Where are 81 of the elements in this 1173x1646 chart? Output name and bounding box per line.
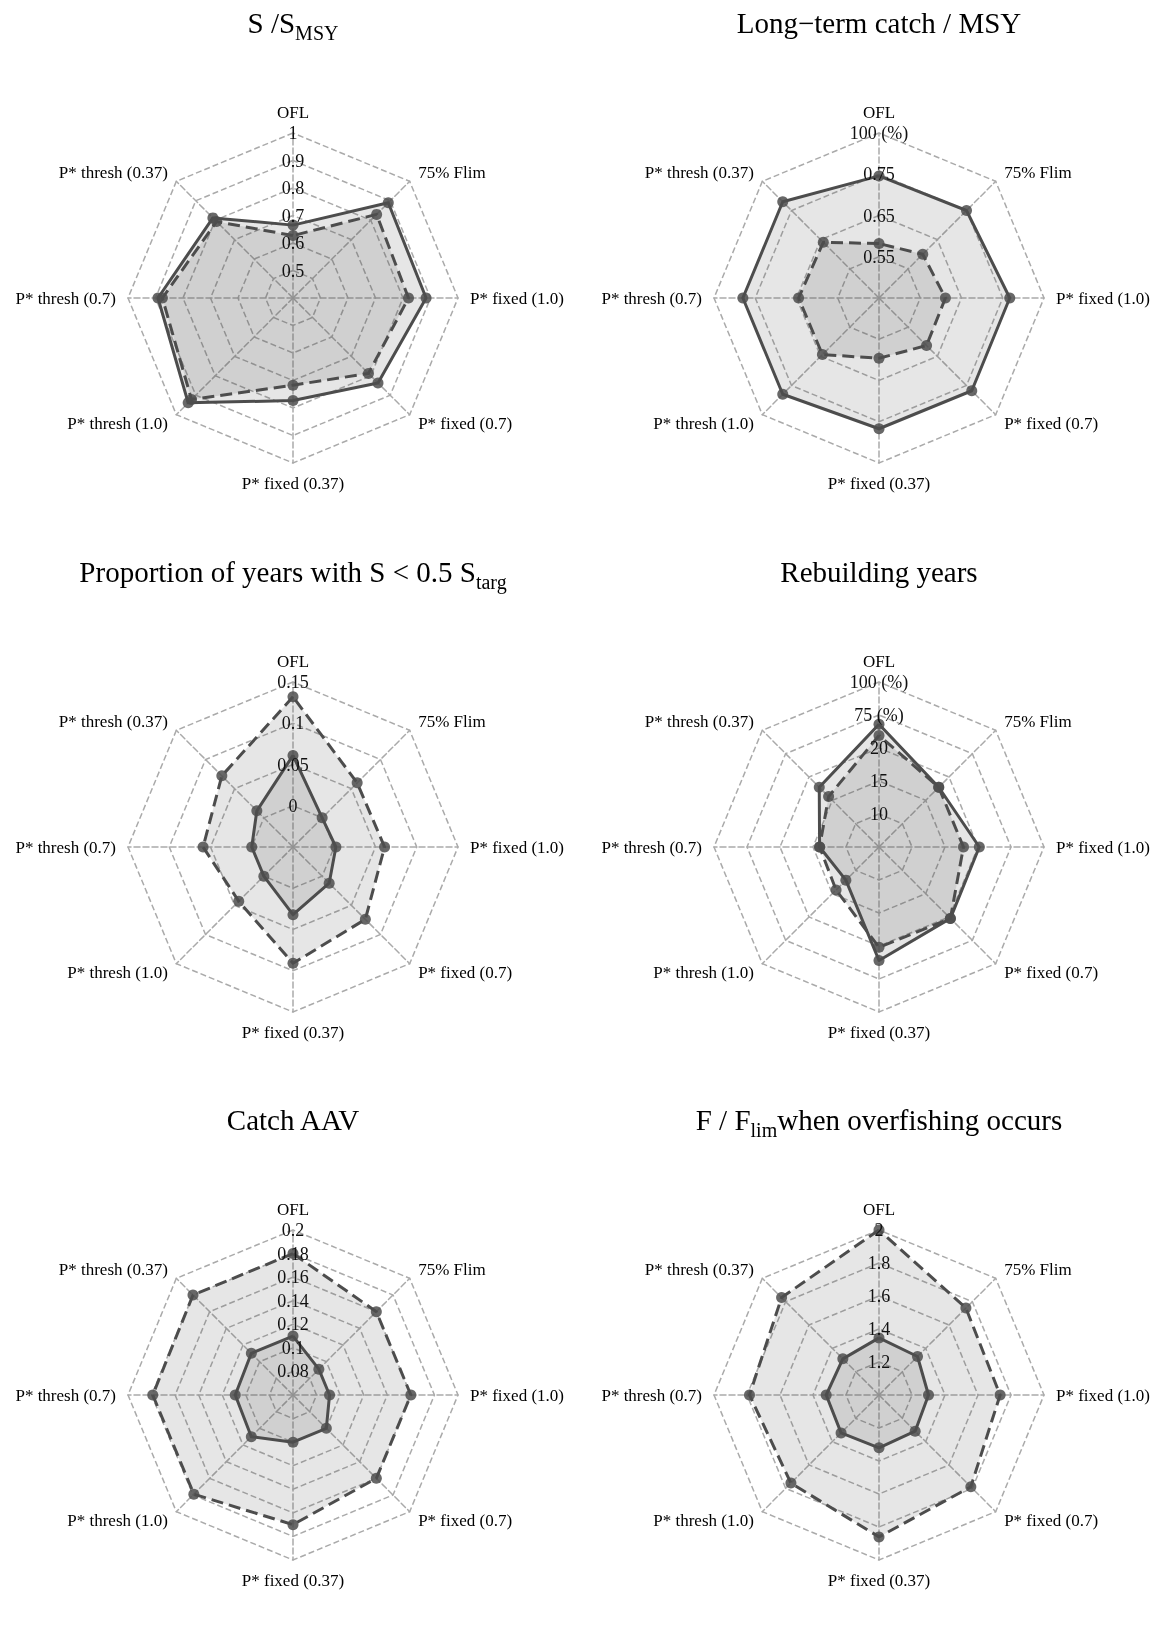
spoke-label: P* thresh (1.0) — [653, 1510, 754, 1530]
spoke-label: P* fixed (0.37) — [241, 1022, 345, 1042]
spoke-label: P* thresh (1.0) — [67, 962, 168, 982]
chart-title: Rebuilding years — [779, 554, 979, 590]
y-tick-label: 0.9 — [281, 150, 305, 171]
spoke-label: P* thresh (1.0) — [67, 1510, 168, 1530]
spoke-label: OFL — [276, 651, 310, 671]
spoke-label: P* thresh (0.7) — [15, 1385, 116, 1405]
spoke-label: P* fixed (1.0) — [470, 837, 564, 857]
chart-title: Long−term catch / MSY — [735, 6, 1023, 41]
y-tick-label: 0.55 — [863, 246, 895, 267]
y-tick-label: 0.1 — [281, 712, 305, 733]
spoke-label: OFL — [862, 103, 896, 122]
y-tick-label: 1.2 — [867, 1352, 891, 1373]
y-tick-label: 20 — [870, 737, 888, 758]
chart-title: F / F$_{lim}$when overfishing occurs — [694, 1103, 1064, 1144]
y-tick-label: 1.4 — [867, 1319, 891, 1340]
text: 100 (%) — [849, 671, 909, 693]
spoke-label: 75% Flim — [1004, 1260, 1072, 1280]
spoke-label: P* thresh (1.0) — [67, 413, 168, 433]
spoke-label: 75% Flim — [418, 1260, 486, 1280]
spoke-label: 75% Flim — [418, 163, 486, 183]
spoke-label: OFL — [862, 1200, 896, 1220]
spoke-label: P* fixed (1.0) — [1056, 837, 1150, 857]
spoke-label: P* fixed (0.37) — [827, 1571, 931, 1591]
y-tick-label: 10 — [870, 803, 888, 824]
spoke-label: P* thresh (0.37) — [58, 712, 168, 731]
y-tick-label: 15 — [870, 770, 888, 791]
y-tick-label: 0.7 — [281, 205, 305, 226]
y-tick-label: 0.08 — [277, 1361, 309, 1382]
y-tick-label: 0.1 — [281, 1338, 305, 1359]
spoke-label: 75% Flim — [1004, 712, 1072, 731]
y-tick-label: 0.65 — [863, 205, 895, 226]
spoke-label: P* thresh (1.0) — [653, 962, 754, 982]
spoke-label: P* fixed (1.0) — [470, 1385, 564, 1405]
spoke-label: P* fixed (0.7) — [418, 962, 513, 982]
spoke-label: P* thresh (1.0) — [653, 413, 754, 433]
spoke-label: P* thresh (0.37) — [644, 1260, 754, 1280]
y-tick-label: 0.15 — [277, 671, 309, 692]
chart-title: Catch AAV — [225, 1103, 361, 1139]
spoke-label: OFL — [276, 103, 310, 122]
text: 75 (%) — [854, 704, 904, 726]
spoke-label: P* fixed (1.0) — [1056, 288, 1150, 308]
y-tick-label: 0.14 — [277, 1291, 309, 1312]
y-tick-label: 0.6 — [281, 233, 305, 253]
spoke-label: P* fixed (0.7) — [1004, 413, 1099, 433]
y-tick-label: 1 — [288, 123, 298, 143]
chart-title: Proportion of years with S < 0.5 S$_{targ}$ — [78, 554, 508, 595]
spoke-label: P* fixed (0.7) — [418, 1510, 513, 1530]
spoke-label: P* thresh (0.7) — [15, 837, 116, 857]
y-tick-label: 0.12 — [277, 1314, 309, 1335]
spoke-label: P* fixed (0.37) — [827, 1022, 931, 1042]
y-tick-label: 0.2 — [281, 1220, 305, 1241]
spoke-label: P* thresh (0.37) — [58, 163, 168, 183]
spoke-label: P* thresh (0.37) — [58, 1260, 168, 1280]
spoke-label: P* fixed (0.37) — [241, 474, 345, 493]
spoke-label: P* fixed (0.37) — [241, 1571, 345, 1591]
spoke-label: P* fixed (0.7) — [1004, 962, 1099, 982]
spoke-label: P* thresh (0.7) — [601, 837, 702, 857]
y-tick-label: 1.6 — [867, 1286, 891, 1307]
y-tick-label: 0 — [288, 795, 298, 816]
spoke-label: P* fixed (1.0) — [1056, 1385, 1150, 1405]
y-tick-label: 0.16 — [277, 1267, 309, 1288]
spoke-label: 75% Flim — [1004, 163, 1072, 183]
spoke-label: P* thresh (0.7) — [15, 288, 116, 308]
text: 100 (%) — [849, 123, 909, 144]
spoke-label: P* thresh (0.7) — [601, 1385, 702, 1405]
spoke-label: 75% Flim — [418, 712, 486, 731]
spoke-label: P* fixed (0.7) — [418, 413, 513, 433]
y-tick-label: 1.8 — [867, 1253, 891, 1274]
spoke-label: OFL — [862, 651, 896, 671]
spoke-label: P* fixed (0.37) — [827, 474, 931, 493]
spoke-label: P* fixed (1.0) — [470, 288, 564, 308]
spoke-label: P* fixed (0.7) — [1004, 1510, 1099, 1530]
spoke-label: OFL — [276, 1200, 310, 1220]
y-tick-label: 0.5 — [281, 260, 305, 281]
y-tick-label: 0.8 — [281, 178, 305, 198]
spoke-label: P* thresh (0.37) — [644, 712, 754, 731]
chart-title: S /S$_{MSY}$ — [246, 6, 340, 46]
spoke-label: P* thresh (0.37) — [644, 163, 754, 183]
spoke-label: P* thresh (0.7) — [601, 288, 702, 308]
